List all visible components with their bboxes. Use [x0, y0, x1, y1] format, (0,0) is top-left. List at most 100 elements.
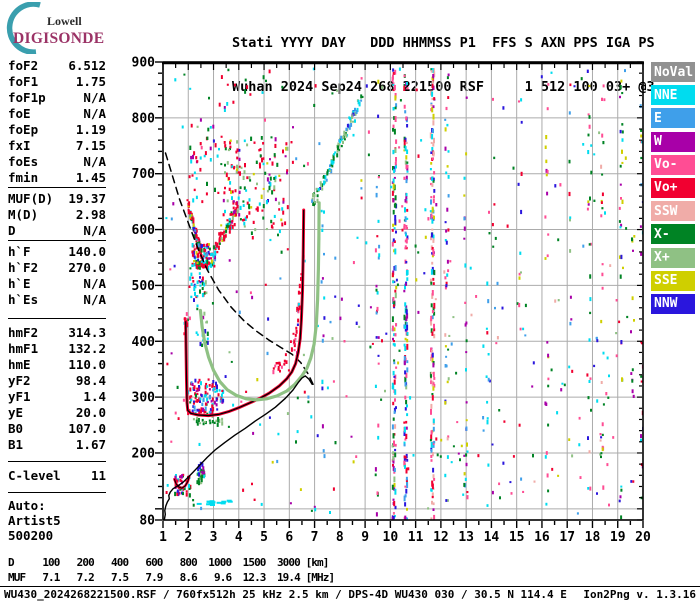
x-tick-label: 14 [484, 530, 500, 545]
param-value: 1.4 [83, 388, 106, 404]
axes [155, 61, 644, 528]
param-row-fxI: fxI 7.15 [8, 137, 106, 153]
footer-file-info: WU430_2024268221500.RSF / 760fx512h 25 k… [4, 588, 567, 601]
param-label: foEs [8, 153, 39, 169]
f1-trace-fit-overlay [173, 476, 190, 489]
legend-item-SSW: SSW [651, 201, 695, 222]
x-tick-label: 11 [408, 530, 424, 545]
param-row-fmin: fmin 1.45 [8, 169, 106, 185]
param-label: C-level [8, 467, 61, 483]
rfi-column-19p55 [630, 235, 636, 398]
param-label: M(D) [8, 206, 39, 222]
param-row-Clevel: C-level 11 [8, 467, 106, 483]
rfi-column-17p1 [568, 159, 574, 441]
rfi-column-19p1 [618, 79, 624, 520]
header-line1: Stati YYYY DAY DDD HHMMSS P1 FFS S AXN P… [232, 35, 655, 51]
rfi-column-15p1 [517, 100, 523, 481]
param-label: D [8, 222, 16, 238]
grid-lines [163, 62, 643, 520]
param-row-hmE: hmE 110.0 [8, 356, 106, 372]
x-tick-label: 10 [383, 530, 399, 545]
x-tick-label: 2 [184, 530, 192, 545]
param-row-hmF1: hmF1 132.2 [8, 340, 106, 356]
x-tick-label: 18 [585, 530, 601, 545]
param-row-hF2: h`F2 270.0 [8, 259, 106, 275]
x-trace [198, 201, 321, 402]
param-label: foF1p [8, 89, 46, 105]
axis-tick-labels: 1 2 3 4 5 6 7 8 9 10 11 12 13 14 15 16 17 18 19 20900800700… [132, 56, 651, 546]
y-tick-label: 300 [132, 391, 156, 406]
echo-legend: NoVal NNE E W Vo- Vo+ SSW X- X+ SSE NNW [651, 62, 695, 317]
param-row-hEs: h`Es N/A [8, 291, 106, 307]
param-value: 19.37 [68, 190, 106, 206]
param-separator [8, 492, 106, 493]
param-value: N/A [83, 89, 106, 105]
x-tick-label: 19 [610, 530, 626, 545]
param-value: 98.4 [75, 372, 106, 388]
x-tick-label: 13 [458, 530, 474, 545]
param-separator [8, 318, 106, 319]
param-label: h`F2 [8, 259, 39, 275]
logo-digisonde-text: DIGISONDE [13, 30, 104, 47]
x-tick-label: 4 [235, 530, 243, 545]
cluster-cusp-right-arm [212, 196, 240, 258]
y-tick-label: 80 [139, 514, 155, 529]
y-tick-label: 800 [132, 111, 156, 126]
param-row-B1: B1 1.67 [8, 436, 106, 452]
legend-item-E: E [651, 108, 695, 129]
cluster-second-hop-band [311, 94, 364, 207]
param-label: MUF(D) [8, 190, 54, 206]
cluster-top-sparse [218, 68, 271, 112]
rfi-column-9p45 [374, 79, 381, 517]
legend-item-NNE: NNE [651, 85, 695, 106]
y-tick-label: 400 [132, 335, 156, 350]
x-tick-label: 15 [509, 530, 525, 545]
param-value: 314.3 [68, 324, 106, 340]
param-label: foE [8, 105, 31, 121]
param-value: N/A [83, 222, 106, 238]
param-label: h`E [8, 275, 31, 291]
param-label: yE [8, 404, 24, 420]
autoscaling-info-line: 500200 [8, 528, 54, 543]
param-value: 1.75 [75, 73, 106, 89]
footer-version: Ion2Png v. 1.3.16 [583, 588, 696, 601]
param-value: N/A [83, 153, 106, 169]
true-height-profile [163, 375, 313, 520]
rfi-column-12p95 [463, 96, 469, 500]
cluster-left-arm-inner [188, 261, 206, 302]
x-tick-label: 17 [559, 530, 575, 545]
dmuf-table: D 100 200 400 600 800 1000 1500 3000 [km… [8, 556, 335, 584]
param-value: N/A [83, 105, 106, 121]
param-row-MUFD: MUF(D) 19.37 [8, 190, 106, 206]
param-row-foF1: foF1 1.75 [8, 73, 106, 89]
autoscaling-info-line: Auto: [8, 498, 46, 513]
param-row-hF: h`F 140.0 [8, 243, 106, 259]
x-tick-label: 1 [159, 530, 167, 545]
y-tick-label: 200 [132, 446, 156, 461]
x-tick-label: 9 [361, 530, 369, 545]
x-tick-label: 20 [635, 530, 651, 545]
rfi-column-11p63 [429, 68, 436, 520]
param-value: 107.0 [68, 420, 106, 436]
legend-item-Vo: Vo+ [651, 177, 695, 198]
autoscaling-info-line: Artist5 [8, 513, 61, 528]
param-row-B0: B0 107.0 [8, 420, 106, 436]
param-label: B0 [8, 420, 24, 436]
param-separator [8, 240, 106, 241]
rfi-column-18p35 [599, 84, 605, 490]
param-row-D: D N/A [8, 222, 106, 238]
param-value: 20.0 [75, 404, 106, 420]
logo-lowell-text: Lowell [47, 14, 82, 28]
legend-item-X: X- [651, 224, 695, 245]
param-row-foE: foE N/A [8, 105, 106, 121]
param-value: N/A [83, 275, 106, 291]
param-label: hmF1 [8, 340, 39, 356]
legend-item-X: X+ [651, 247, 695, 268]
legend-item-NNW: NNW [651, 293, 695, 314]
param-row-MD: M(D) 2.98 [8, 206, 106, 222]
y-tick-label: 700 [132, 167, 156, 182]
y-tick-label: 600 [132, 223, 156, 238]
x-tick-label: 5 [260, 530, 268, 545]
param-row-hE: h`E N/A [8, 275, 106, 291]
